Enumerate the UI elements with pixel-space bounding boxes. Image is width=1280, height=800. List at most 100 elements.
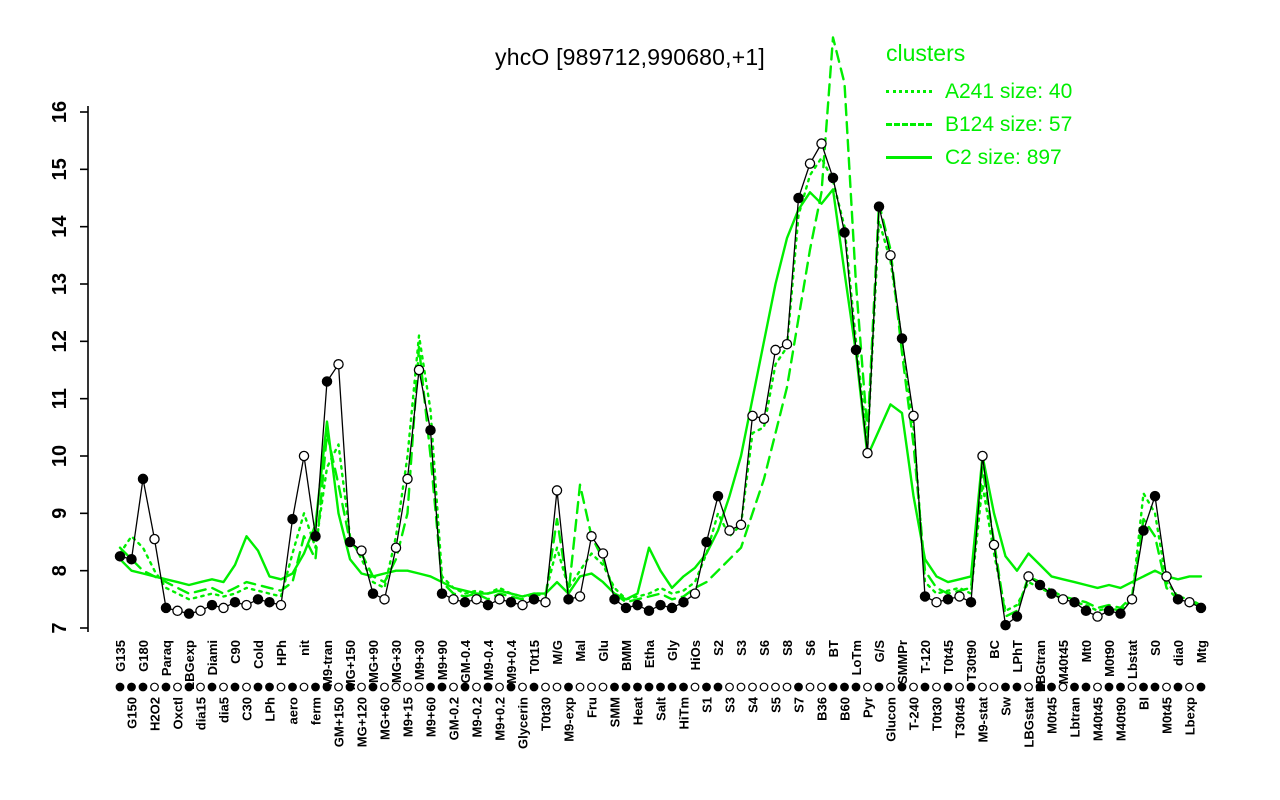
legend: clusters A241 size: 40 B124 size: 57 C2 … [886,40,1072,174]
data-point-open [931,596,942,608]
x-tick-label: M9-tran [320,640,335,687]
condition-marker [564,682,573,692]
x-tick-label: Fru [585,697,600,718]
data-point-filled [1195,602,1207,614]
x-tick-label: T30t45 [953,697,968,738]
condition-marker [552,682,562,692]
data-point-filled [436,588,448,599]
data-point-filled [620,602,632,614]
x-tick-label: HiOs [688,640,703,670]
x-tick-label: LBGexp [182,640,197,690]
x-tick-label: M0t90 [1102,640,1117,677]
condition-marker [702,682,711,692]
x-tick-label: MG+120 [355,697,370,747]
condition-marker [748,682,757,692]
data-point-open [1092,611,1103,622]
data-point-open [574,591,586,602]
x-tick-label: GM+150 [332,697,347,747]
condition-marker [1001,682,1010,692]
condition-marker [587,682,596,692]
condition-marker [529,682,539,692]
x-tick-label: T0t30 [539,697,554,731]
x-tick-label: GM-0.2 [447,697,462,740]
data-point-filled [183,608,195,619]
x-tick-label: nit [297,639,312,656]
x-tick-label: S3 [734,640,749,656]
data-point-open [988,539,1000,551]
x-tick-label: M0t45 [1045,697,1060,734]
data-point-open [1161,571,1172,582]
data-point-open [448,594,459,605]
x-tick-label: M9+30 [412,640,427,680]
legend-item-a241: A241 size: 40 [886,75,1072,108]
data-point-filled [126,553,137,565]
data-point-filled [1149,490,1161,502]
solid-line-swatch [886,156,932,159]
condition-marker [817,682,826,692]
x-tick-label: S8 [780,640,795,656]
data-point-filled [137,473,149,485]
condition-marker [322,682,332,692]
condition-marker [1196,682,1206,692]
condition-marker [518,682,527,692]
x-tick-label: T0t45 [941,640,956,674]
data-point-filled [965,596,977,608]
condition-marker [334,682,343,692]
x-axis-labels: G135 G150 G180 H2O2 Paraq Oxctl LBGexp dia15 Dia… [113,639,1209,749]
data-point-filled [712,490,724,502]
x-tick-label: S4 [746,696,761,713]
x-tick-label: S0 [1148,640,1163,656]
x-tick-label: C90 [228,640,243,664]
legend-title: clusters [886,40,966,66]
x-tick-label: Pyr [861,697,876,718]
condition-marker [357,682,366,692]
data-point-open [862,447,873,459]
data-point-open [1023,571,1034,582]
condition-marker [1139,682,1148,692]
data-point-filled [873,201,885,212]
condition-marker [840,682,849,692]
data-point-open [597,548,609,559]
legend-label-b124: B124 size: 57 [945,112,1073,136]
condition-marker [541,682,550,692]
x-tick-label: S5 [769,697,784,713]
condition-marker [391,682,401,692]
x-tick-label: M9+0.4 [504,639,519,683]
data-point-filled [482,599,494,611]
data-point-open [804,158,816,169]
condition-marker [725,682,734,692]
condition-marker [1058,682,1068,692]
condition-marker [127,682,136,692]
x-tick-label: B36 [815,697,830,721]
x-tick-label: HPh [274,640,289,666]
condition-marker [161,682,171,692]
data-point-open [517,599,528,611]
x-tick-label: M9-exp [562,697,577,742]
data-point-filled [839,227,850,238]
x-tick-label: BI [1137,697,1152,710]
gene-points [114,138,1207,631]
condition-marker [1024,682,1033,692]
x-tick-label: MG+60 [378,697,393,740]
condition-marker [380,682,389,692]
x-tick-label: Mt0 [1079,640,1094,662]
x-tick-label: Etha [642,639,657,668]
data-point-filled [264,596,275,608]
data-point-filled [321,376,333,387]
condition-marker [1127,682,1137,692]
condition-marker [1012,682,1022,692]
condition-marker [736,682,746,692]
x-tick-label: dia0 [1171,640,1186,666]
x-tick-label: M0t45 [1160,697,1175,734]
x-tick-label: M9+15 [401,697,416,737]
series-A241-line [118,156,1203,612]
data-point-open [356,545,367,556]
data-point-open [551,485,563,496]
data-point-filled [563,594,574,605]
condition-marker [1093,682,1102,692]
x-tick-label: S6 [757,640,772,656]
condition-marker [886,682,895,692]
x-tick-label: Mal [573,640,588,662]
condition-marker [794,682,803,692]
